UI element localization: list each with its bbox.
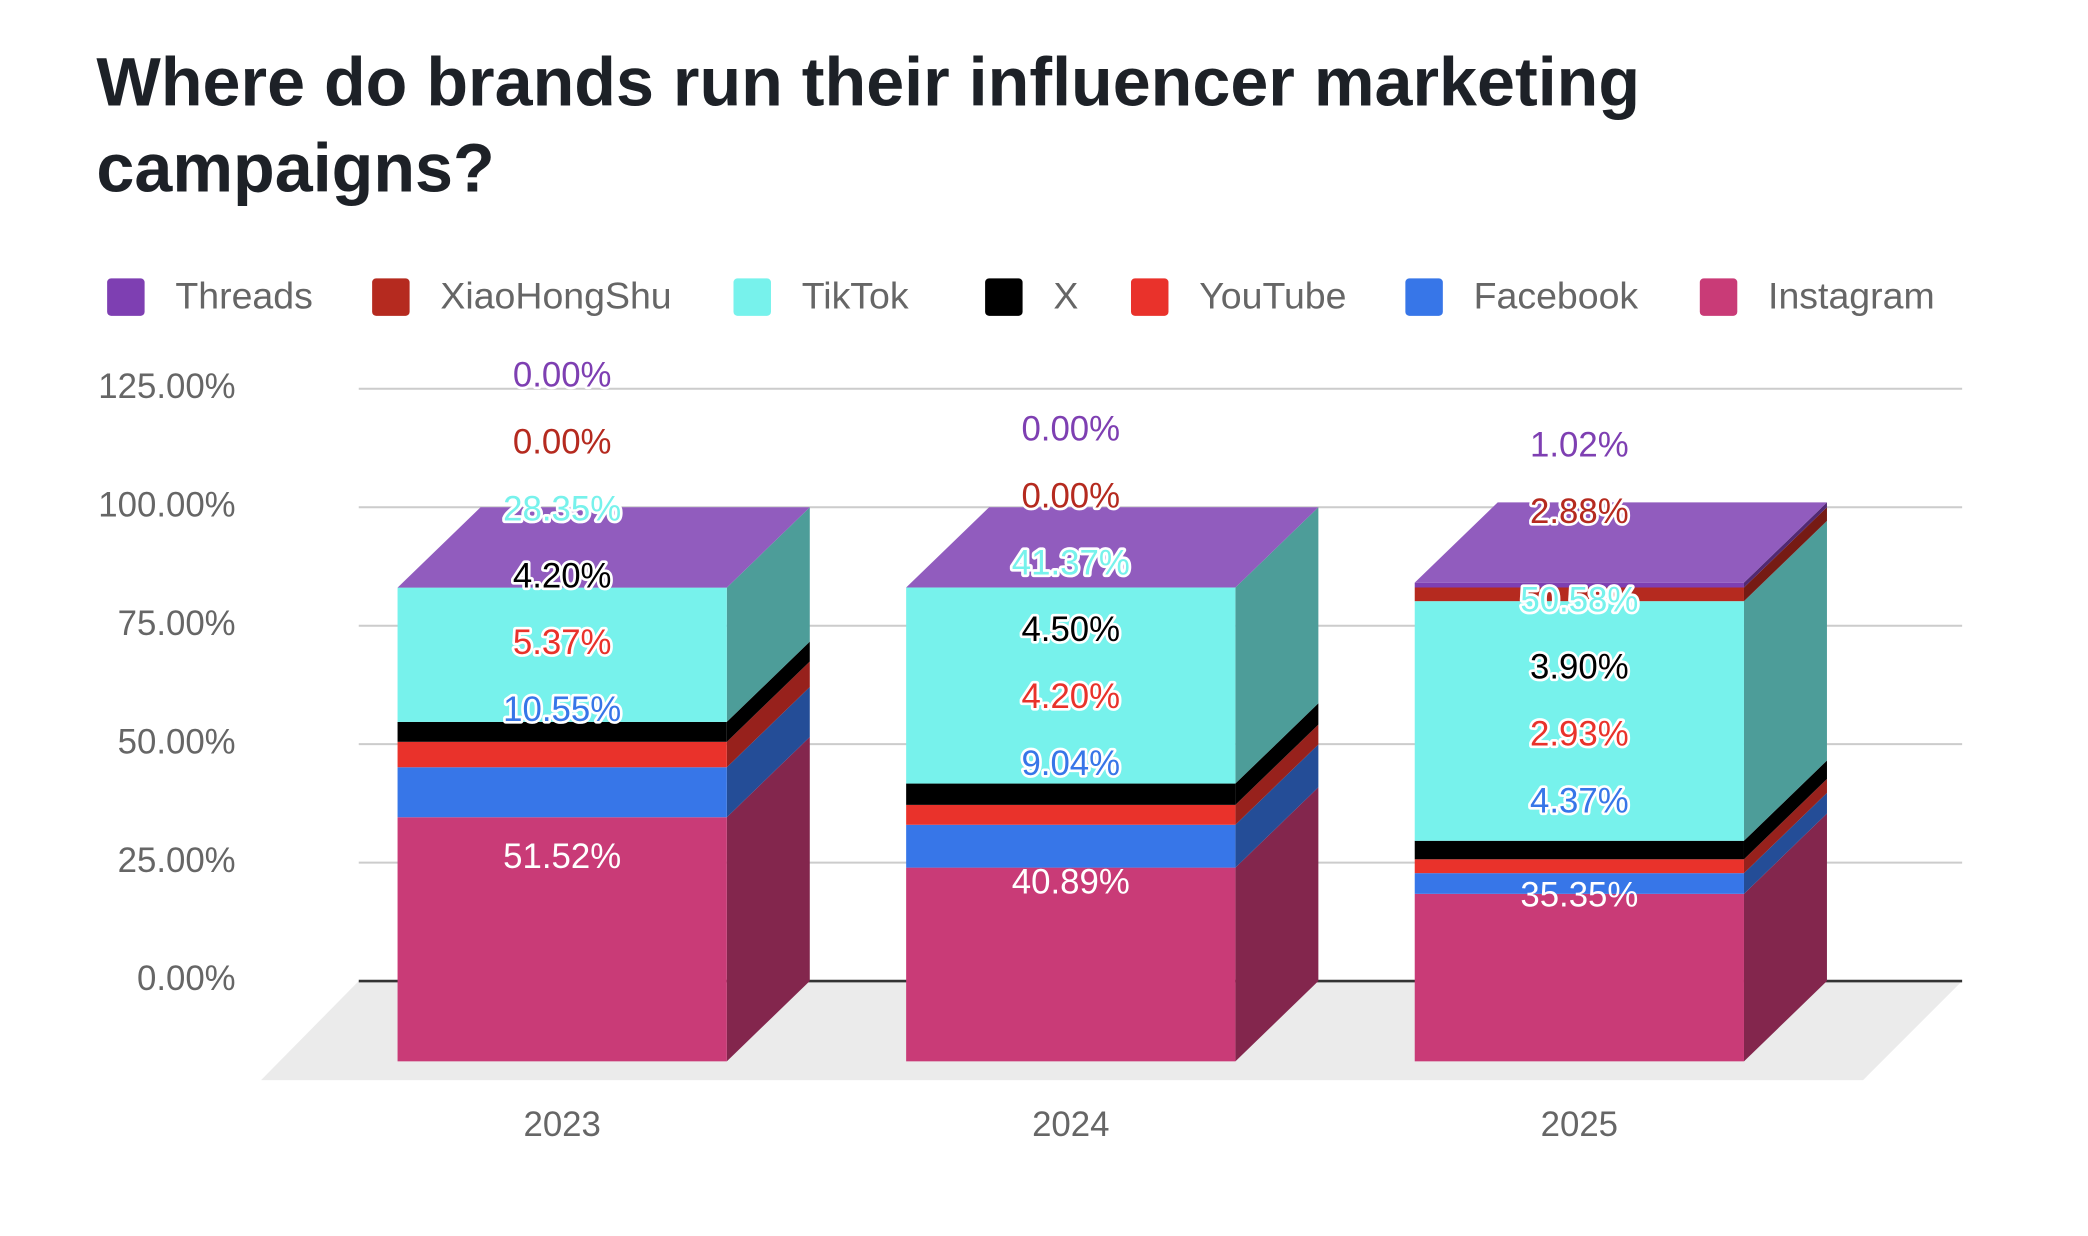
value-label: 40.89% (1012, 863, 1130, 901)
value-label: 1.02% (1530, 426, 1629, 464)
bar-side (1235, 744, 1319, 868)
value-label: 50.58% (1520, 582, 1638, 620)
y-tick-label: 125.00% (98, 368, 235, 406)
legend-label: X (1053, 274, 1078, 316)
y-tick-label: 50.00% (118, 723, 236, 761)
bar-side (726, 507, 810, 722)
bar-segment (906, 783, 1236, 805)
bar-side (1235, 703, 1319, 805)
value-label: 4.37% (1530, 782, 1629, 820)
value-label: 41.37% (1012, 544, 1130, 582)
x-tick-label: 2023 (523, 1106, 600, 1144)
legend-swatch (1699, 278, 1738, 316)
bar-segment (1414, 582, 1744, 588)
value-label: 0.00% (1021, 477, 1120, 515)
legend-label: Threads (175, 274, 312, 316)
bar-side (1743, 520, 1827, 841)
value-label: 0.00% (1021, 410, 1120, 448)
bar-side (1743, 778, 1827, 874)
bar-side (1743, 813, 1827, 1062)
bar-segment (906, 824, 1236, 868)
y-tick-label: 100.00% (98, 486, 235, 524)
legend-label: Facebook (1474, 274, 1639, 316)
value-label: 4.20% (513, 557, 612, 595)
value-label: 2.88% (1530, 493, 1629, 531)
bar-side (1235, 724, 1319, 825)
bar-segment (906, 867, 1236, 1062)
x-tick-label: 2024 (1032, 1106, 1109, 1144)
bar-segment (906, 804, 1236, 825)
chart-title: Where do brands run their influencer mar… (96, 44, 1641, 207)
legend-label: YouTube (1199, 274, 1346, 316)
value-label: 4.50% (1021, 611, 1120, 649)
bar-segment (1414, 601, 1744, 841)
title-box: Where do brands run their influencer mar… (96, 44, 1641, 207)
bar-side (1743, 507, 1827, 602)
bar-segment (397, 817, 727, 1062)
bar-side (726, 686, 810, 818)
legend-swatch (733, 278, 771, 316)
bar-segment (1414, 873, 1744, 894)
bar-segment (1414, 587, 1744, 602)
legend-label: TikTok (802, 274, 909, 316)
y-tick-label: 75.00% (118, 605, 236, 643)
bar-side (1743, 760, 1827, 860)
y-tick-label: 25.00% (118, 842, 236, 880)
bar-segment (1414, 859, 1744, 874)
bar-side (726, 661, 810, 768)
bar-side (1235, 787, 1319, 1062)
bar-segment (1414, 840, 1744, 860)
legend-label: XiaoHongShu (440, 274, 671, 316)
bar-side (726, 641, 810, 742)
value-label: 0.00% (513, 357, 612, 395)
legend-swatch (1130, 278, 1169, 316)
legend-swatch (372, 278, 410, 316)
bar-side (1743, 792, 1827, 894)
value-label: 51.52% (503, 838, 621, 876)
value-label: 4.20% (1021, 678, 1120, 716)
x-tick-label: 2025 (1541, 1106, 1618, 1144)
value-label: 2.93% (1530, 715, 1629, 753)
value-label: 0.00% (513, 423, 612, 461)
bar-side (1743, 502, 1827, 588)
bar-side (1235, 507, 1319, 784)
value-label: 5.37% (513, 624, 612, 662)
bar-segment (397, 721, 727, 742)
legend-label: Instagram (1768, 274, 1935, 316)
value-label: 3.90% (1530, 649, 1629, 687)
bar-segment (906, 587, 1236, 784)
y-tick-label: 0.00% (137, 960, 236, 998)
legend-swatch (985, 278, 1023, 316)
value-label: 9.04% (1021, 745, 1120, 783)
bar-side (726, 736, 810, 1062)
bar-top (397, 507, 810, 588)
legend-swatch (1405, 278, 1443, 316)
bar-segment (397, 741, 727, 768)
bar-top (906, 507, 1319, 588)
bar-segment (397, 767, 727, 818)
bar-top (1414, 502, 1827, 583)
bar-segment (397, 587, 727, 722)
bar-segment (1414, 893, 1744, 1062)
value-label: 35.35% (1520, 876, 1638, 914)
value-label: 28.35% (503, 490, 621, 528)
legend-swatch (107, 278, 145, 316)
value-label: 10.55% (503, 691, 621, 729)
